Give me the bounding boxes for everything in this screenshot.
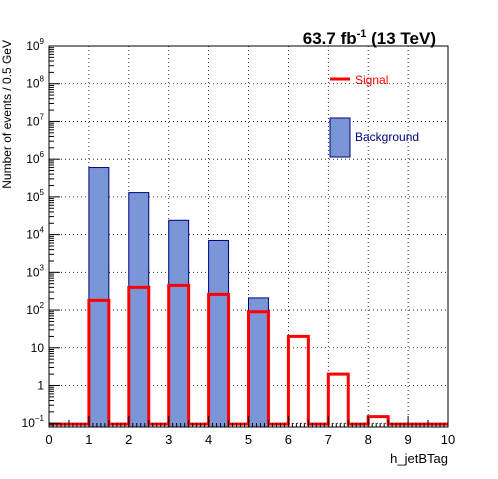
grid xyxy=(49,46,448,427)
background-bar xyxy=(88,167,110,428)
x-tick-label: 1 xyxy=(85,432,92,447)
x-tick-label: 0 xyxy=(45,432,52,447)
y-tick-label: 10−1 xyxy=(22,414,45,430)
legend: Signal Background xyxy=(329,73,419,158)
background-bar xyxy=(128,192,150,428)
y-tick-label: 109 xyxy=(26,37,44,53)
y-tick-label: 103 xyxy=(26,263,44,279)
chart-title: 63.7 fb-1 (13 TeV) xyxy=(303,28,436,48)
y-tick-label: 106 xyxy=(26,150,44,166)
legend-background-label: Background xyxy=(355,130,419,144)
signal-series xyxy=(49,283,448,426)
y-tick-label: 10 xyxy=(31,341,45,355)
x-tick-label: 10 xyxy=(441,432,455,447)
x-tick-label: 8 xyxy=(365,432,372,447)
signal-histogram-line xyxy=(49,283,448,426)
y-tick-label: 102 xyxy=(26,301,44,317)
y-axis: 10−1 1 10 102 103 104 105 106 107 108 109 xyxy=(22,37,60,430)
background-bar xyxy=(248,297,269,428)
x-tick-label: 6 xyxy=(285,432,292,447)
background-bar xyxy=(208,239,230,428)
x-tick-label: 2 xyxy=(125,432,132,447)
x-axis: 0 1 2 3 4 5 6 7 8 9 10 xyxy=(45,416,455,447)
x-tick-label: 4 xyxy=(205,432,212,447)
y-tick-label: 104 xyxy=(26,226,44,242)
x-tick-label: 7 xyxy=(325,432,332,447)
y-axis-label: Number of events / 0.5 GeV xyxy=(0,40,14,189)
y-tick-label: 105 xyxy=(26,188,44,204)
y-tick-label: 107 xyxy=(26,112,44,128)
x-axis-label: h_jetBTag xyxy=(390,451,448,466)
y-tick-label: 1 xyxy=(37,379,44,393)
x-tick-label: 5 xyxy=(245,432,252,447)
x-tick-label: 3 xyxy=(165,432,172,447)
x-tick-label: 9 xyxy=(404,432,411,447)
background-bar xyxy=(168,219,190,428)
y-tick-label: 108 xyxy=(26,75,44,91)
legend-background-swatch xyxy=(329,117,351,158)
legend-signal-label: Signal xyxy=(355,73,388,87)
